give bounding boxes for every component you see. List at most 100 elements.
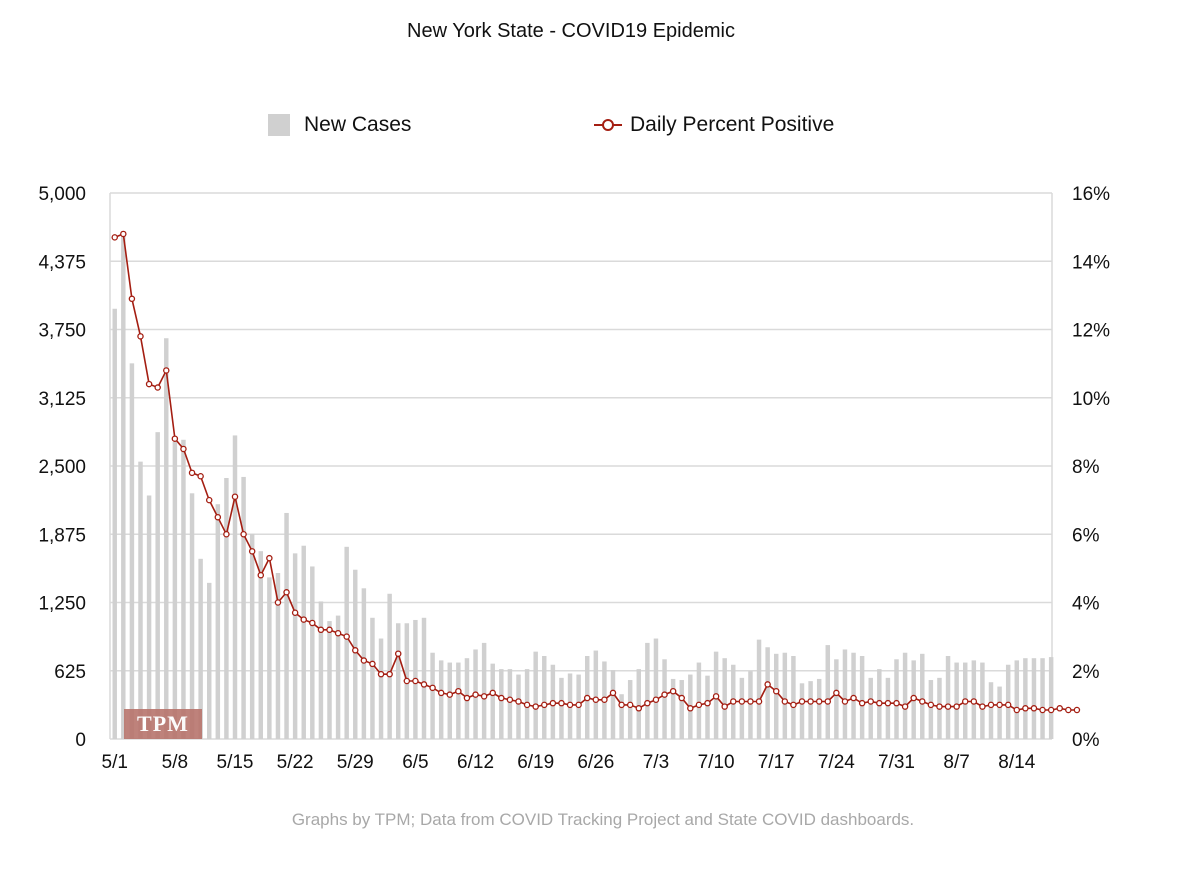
right-axis: 0% 2% 4% 6% 8% 10% 12% 14% 16% xyxy=(1072,184,1110,751)
percent-positive-point xyxy=(644,699,651,707)
percent-positive-point xyxy=(807,698,814,705)
new-cases-bar xyxy=(275,573,281,739)
percent-positive-point xyxy=(1004,701,1012,709)
new-cases-bar xyxy=(499,669,504,739)
percent-positive-point xyxy=(1056,705,1063,712)
percent-positive-point xyxy=(781,698,789,705)
right-tick-label: 16% xyxy=(1072,184,1110,205)
left-tick-label: 0 xyxy=(75,730,86,751)
percent-positive-point xyxy=(824,698,832,705)
new-cases-bar xyxy=(481,642,487,739)
new-cases-bar xyxy=(928,680,934,739)
new-cases-bar xyxy=(593,650,599,739)
percent-positive-point xyxy=(626,701,634,709)
percent-positive-point xyxy=(652,696,660,704)
new-cases-bar xyxy=(748,671,753,739)
left-tick-label: 625 xyxy=(54,662,86,683)
new-cases-bar xyxy=(112,308,117,739)
new-cases-bar xyxy=(327,621,332,739)
new-cases-bar xyxy=(310,566,315,739)
legend-new-cases-label: New Cases xyxy=(304,113,412,136)
x-tick-label: 7/3 xyxy=(643,752,669,773)
percent-positive-point xyxy=(223,531,230,538)
new-cases-bar xyxy=(868,677,873,739)
x-tick-label: 7/17 xyxy=(758,752,795,773)
new-cases-bar xyxy=(387,593,392,739)
percent-positive-point xyxy=(609,689,617,697)
new-cases-bar xyxy=(705,675,710,739)
new-cases-bar xyxy=(198,558,203,739)
new-cases-bar xyxy=(542,656,547,739)
x-tick-label: 6/12 xyxy=(457,752,494,773)
percent-positive-point xyxy=(231,493,239,500)
percent-positive-point xyxy=(558,699,565,707)
percent-positive-point xyxy=(927,701,935,709)
new-cases-bar xyxy=(816,678,822,739)
x-tick-label: 8/14 xyxy=(998,752,1035,773)
new-cases-bar xyxy=(782,652,788,739)
percent-positive-point xyxy=(841,698,849,705)
percent-positive-point xyxy=(583,694,591,702)
new-cases-bar xyxy=(808,681,813,739)
percent-positive-point xyxy=(1022,705,1029,712)
percent-positive-point xyxy=(815,698,823,705)
new-cases-bar xyxy=(335,615,341,739)
percent-positive-point xyxy=(678,694,685,702)
new-cases-bar xyxy=(997,686,1002,739)
percent-positive-point xyxy=(360,657,368,664)
percent-positive-point xyxy=(1013,706,1021,714)
new-cases-bar xyxy=(249,533,255,739)
percent-positive-point xyxy=(730,698,737,705)
percent-positive-point xyxy=(1039,706,1046,714)
new-cases-bar xyxy=(181,439,186,739)
percent-positive-point xyxy=(747,698,754,705)
new-cases-bar xyxy=(739,677,745,739)
new-cases-bar xyxy=(645,642,650,739)
right-tick-label: 14% xyxy=(1072,252,1110,273)
new-cases-bar xyxy=(988,682,994,739)
percent-positive-point xyxy=(128,295,136,303)
percent-positive-point xyxy=(317,626,325,634)
new-cases-bar xyxy=(791,656,796,739)
percent-positive-point xyxy=(704,699,711,707)
percent-positive-point xyxy=(472,691,479,698)
legend-percent-positive: Daily Percent Positive xyxy=(594,112,834,138)
new-cases-bar xyxy=(456,662,461,739)
new-cases-bar xyxy=(1031,658,1037,739)
new-cases-bar xyxy=(885,677,891,739)
new-cases-bar xyxy=(954,662,959,739)
new-cases-bar xyxy=(1040,658,1045,739)
percent-positive-point xyxy=(592,696,600,704)
percent-positive-point xyxy=(506,696,514,704)
x-tick-label: 7/31 xyxy=(878,752,915,773)
new-cases-bar xyxy=(232,435,238,739)
new-cases-bar xyxy=(842,649,848,739)
left-tick-label: 3,750 xyxy=(38,321,86,342)
x-tick-label: 5/8 xyxy=(162,752,188,773)
new-cases-bar xyxy=(945,656,951,739)
percent-positive-point xyxy=(961,698,969,705)
x-tick-label: 6/5 xyxy=(402,752,428,773)
new-cases-bar xyxy=(206,582,212,739)
percent-positive-point xyxy=(790,701,797,709)
new-cases-bar xyxy=(344,546,349,739)
bar-series xyxy=(112,231,1054,739)
percent-positive-point xyxy=(833,689,840,697)
percent-positive-point xyxy=(377,670,385,678)
new-cases-bar xyxy=(670,678,676,739)
source-footnote: Graphs by TPM; Data from COVID Tracking … xyxy=(291,810,915,829)
bar-swatch-icon xyxy=(268,114,290,136)
legend-new-cases: New Cases xyxy=(268,112,411,138)
new-cases-bar xyxy=(430,652,435,739)
percent-positive-point xyxy=(137,333,144,340)
percent-positive-point xyxy=(893,699,900,707)
percent-positive-point xyxy=(541,701,548,709)
legend-percent-positive-label: Daily Percent Positive xyxy=(630,113,835,136)
line-series xyxy=(111,230,1081,714)
x-tick-label: 7/24 xyxy=(818,752,855,773)
x-tick-label: 6/26 xyxy=(577,752,614,773)
new-cases-bar xyxy=(318,601,324,739)
percent-positive-point xyxy=(532,703,539,710)
left-tick-label: 2,500 xyxy=(38,457,86,478)
percent-positive-point xyxy=(764,681,771,688)
